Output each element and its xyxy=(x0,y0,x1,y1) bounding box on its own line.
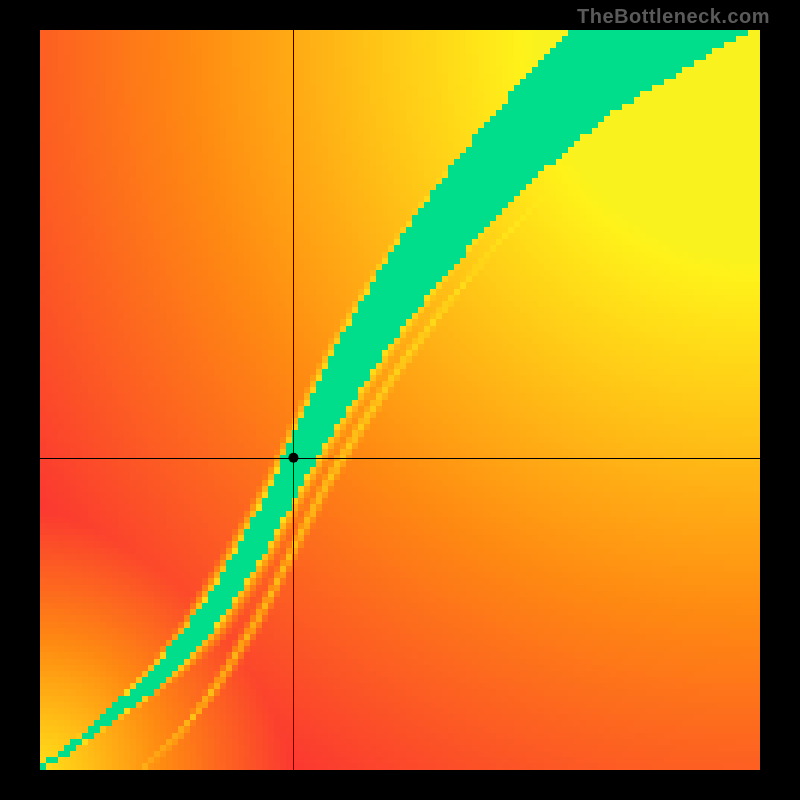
bottleneck-heatmap xyxy=(40,30,760,770)
watermark-text: TheBottleneck.com xyxy=(577,6,770,29)
chart-container: TheBottleneck.com xyxy=(0,0,800,800)
